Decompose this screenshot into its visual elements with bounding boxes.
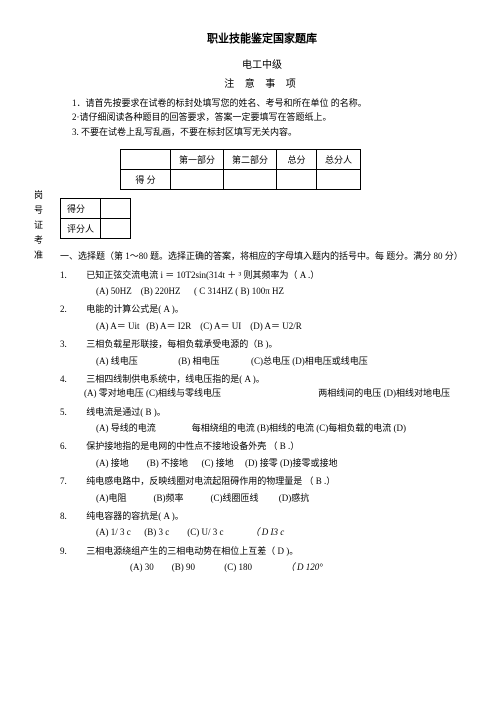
instruction-2: 2·请仔细阅读各种题目的回答要求，答案一定要填写在答题纸上。: [72, 110, 464, 124]
q1-text: 已知正弦交流电流 i ＝ 10T2sin(314t ＋ ³ 则其频率为（ A .…: [86, 268, 456, 282]
grader-label-person: 评分人: [61, 219, 101, 239]
q2-opts: (A) A＝ Uit (B) A＝ I2R (C) A＝ UI (D) A＝ U…: [96, 319, 464, 333]
q8-num: 8.: [60, 509, 84, 523]
score-cell: [171, 170, 224, 190]
q4-optA: (A) 零对地电压 (C)相线与零线电压: [84, 386, 221, 400]
question-5: 5. 线电流是通过( B )。 (A) 导线的电流 每相绕组的电流 (B)相线的…: [60, 405, 464, 436]
q6-optA: (A) 接地: [96, 458, 129, 468]
grader-label-score: 得分: [61, 199, 101, 219]
q8-optB: (B) 3 c: [144, 527, 169, 537]
question-8: 8. 纯电容器的容抗是( A )。 (A) 1/ 3 c (B) 3 c (C)…: [60, 509, 464, 540]
q1-optC: ( C 314HZ ( B) 100π HZ: [194, 286, 284, 296]
q1-opts: (A) 50HZ (B) 220HZ ( C 314HZ ( B) 100π H…: [96, 284, 464, 298]
question-9: 9. 三相电源绕组产生的三相电动势在相位上互差（ D )。 (A) 30 (B)…: [60, 544, 464, 575]
grader-cell: [101, 199, 131, 219]
q7-optD: (D)感抗: [279, 493, 310, 503]
q7-num: 7.: [60, 474, 84, 488]
q4-opts-row: (A) 零对地电压 (C)相线与零线电压 两相线间的电压 (D)相线对地电压: [60, 386, 450, 400]
notice-title: 注 意 事 项: [60, 75, 464, 90]
q5-num: 5.: [60, 405, 84, 419]
q1-optB: (B) 220HZ: [141, 286, 181, 296]
score-cell: [224, 170, 277, 190]
q1-optA: (A) 50HZ: [96, 286, 132, 296]
q7-opts: (A)电阻 (B)频率 (C)线圈匝线 (D)感抗: [96, 491, 464, 505]
score-col-1: 第一部分: [171, 150, 224, 170]
score-col-3: 总分: [277, 150, 317, 170]
q8-text: 纯电容器的容抗是( A )。: [86, 509, 456, 523]
q7-text: 纯电感电路中，反映线圈对电流起阻碍作用的物理量是 （ B .）: [86, 474, 456, 488]
q9-optA: (A) 30: [130, 562, 154, 572]
question-6: 6. 保护接地指的是电网的中性点不接地设备外壳 （ B .） (A) 接地 (B…: [60, 439, 464, 470]
question-1: 1. 已知正弦交流电流 i ＝ 10T2sin(314t ＋ ³ 则其频率为（ …: [60, 268, 464, 299]
q3-opts: (A) 线电压 (B) 相电压 (C)总电压 (D)相电压或线电压: [96, 354, 464, 368]
q8-optC: (C) U/ 3 c: [187, 527, 223, 537]
score-cell-blank: [121, 150, 171, 170]
q7-optB: (B)频率: [154, 493, 184, 503]
q8-optA: (A) 1/ 3 c: [96, 527, 131, 537]
q6-optC: (C) 接地: [202, 458, 234, 468]
q3-optC: (C)总电压 (D)相电压或线电压: [251, 356, 368, 366]
q3-optA: (A) 线电压: [96, 356, 138, 366]
q3-num: 3.: [60, 337, 84, 351]
q7-optC: (C)线圈匝线: [211, 493, 259, 503]
q6-num: 6.: [60, 439, 84, 453]
q9-optB: (B) 90: [172, 562, 195, 572]
question-7: 7. 纯电感电路中，反映线圈对电流起阻碍作用的物理量是 （ B .） (A)电阻…: [60, 474, 464, 505]
q4-num: 4.: [60, 372, 84, 386]
q6-text: 保护接地指的是电网的中性点不接地设备外壳 （ B .）: [86, 439, 456, 453]
q2-optD: (D) A＝ U2/R: [250, 321, 302, 331]
q4-text: 三相四线制供电系统中，线电压指的是( A )。: [86, 372, 456, 386]
q3-optB: (B) 相电压: [178, 356, 219, 366]
q6-optB: (B) 不接地: [147, 458, 188, 468]
grader-table: 得分 评分人: [60, 198, 131, 239]
q5-optRest: 每相绕组的电流 (B)相线的电流 (C)每相负载的电流 (D): [192, 423, 406, 433]
q7-optA: (A)电阻: [96, 493, 127, 503]
q8-optD: （ D I3 c: [251, 527, 285, 537]
q2-text: 电能的计算公式是( A )。: [86, 302, 456, 316]
q5-opts: (A) 导线的电流 每相绕组的电流 (B)相线的电流 (C)每相负载的电流 (D…: [96, 421, 464, 435]
score-cell: [317, 170, 361, 190]
score-col-2: 第二部分: [224, 150, 277, 170]
q9-opts: (A) 30 (B) 90 (C) 180 （ D 120°: [130, 560, 464, 574]
grader-cell: [101, 219, 131, 239]
q9-num: 9.: [60, 544, 84, 558]
score-cell: [277, 170, 317, 190]
q9-text: 三相电源绕组产生的三相电动势在相位上互差（ D )。: [86, 544, 456, 558]
section-title: 一、选择题（第 1～80 题。选择正确的答案，将相应的字母填入题内的括号中。每 …: [60, 249, 464, 263]
q5-text: 线电流是通过( B )。: [86, 405, 456, 419]
q6-optD: (D) 接零 (D)接零或接地: [245, 458, 338, 468]
score-row-label: 得 分: [121, 170, 171, 190]
q2-optB: (B) A＝ I2R: [146, 321, 191, 331]
question-2: 2. 电能的计算公式是( A )。 (A) A＝ Uit (B) A＝ I2R …: [60, 302, 464, 333]
q2-num: 2.: [60, 302, 84, 316]
sub-title: 电工中级: [60, 56, 464, 71]
q2-optC: (C) A＝ UI: [200, 321, 241, 331]
q9-optD: （ D 120°: [286, 562, 323, 572]
q9-optC: (C) 180: [224, 562, 252, 572]
q5-optA: (A) 导线的电流: [96, 423, 156, 433]
instruction-1: 1．请首先按要求在试卷的标封处填写您的姓名、考号和所在单位 的名称。: [72, 96, 464, 110]
instructions: 1．请首先按要求在试卷的标封处填写您的姓名、考号和所在单位 的名称。 2·请仔细…: [60, 96, 464, 139]
sidebar-vertical-text: 岗号证考准: [32, 190, 45, 265]
q2-optA: (A) A＝ Uit: [96, 321, 140, 331]
q3-text: 三相负载星形联接，每相负载承受电源的（B )。: [86, 337, 456, 351]
page: 职业技能鉴定国家题库 电工中级 注 意 事 项 1．请首先按要求在试卷的标封处填…: [0, 0, 504, 599]
q6-opts: (A) 接地 (B) 不接地 (C) 接地 (D) 接零 (D)接零或接地: [96, 456, 464, 470]
questions: 1. 已知正弦交流电流 i ＝ 10T2sin(314t ＋ ³ 则其频率为（ …: [60, 268, 464, 575]
q1-num: 1.: [60, 268, 84, 282]
instruction-3: 3. 不要在试卷上乱写乱画，不要在标封区填写无关内容。: [72, 125, 464, 139]
question-3: 3. 三相负载星形联接，每相负载承受电源的（B )。 (A) 线电压 (B) 相…: [60, 337, 464, 368]
score-table: 第一部分 第二部分 总分 总分人 得 分: [120, 149, 361, 190]
q8-opts: (A) 1/ 3 c (B) 3 c (C) U/ 3 c （ D I3 c: [96, 525, 464, 539]
score-col-4: 总分人: [317, 150, 361, 170]
main-title: 职业技能鉴定国家题库: [60, 30, 464, 46]
q4-optB: 两相线间的电压 (D)相线对地电压: [318, 386, 450, 400]
question-4: 4. 三相四线制供电系统中，线电压指的是( A )。 (A) 零对地电压 (C)…: [60, 372, 464, 401]
